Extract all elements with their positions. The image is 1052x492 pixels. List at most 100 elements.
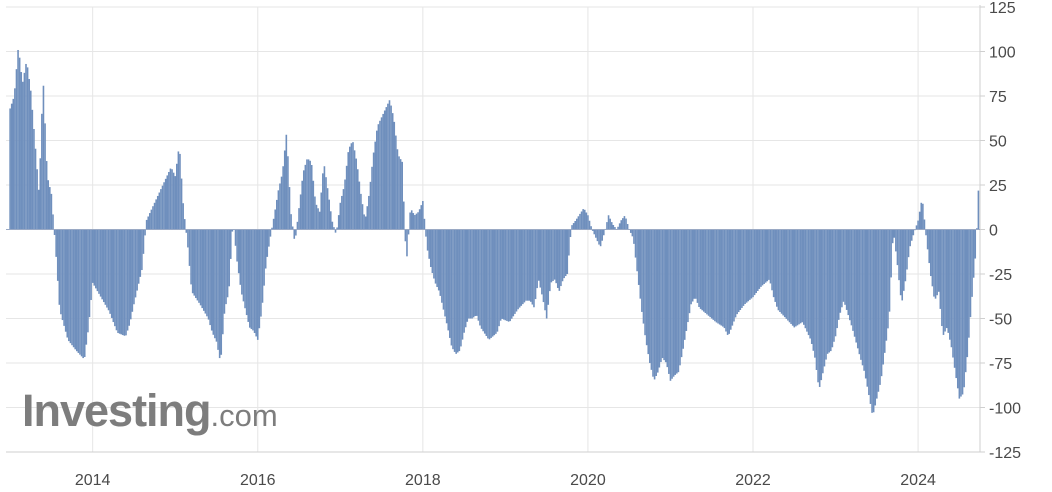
bar <box>668 229 670 374</box>
bar <box>699 229 702 309</box>
bar <box>483 229 486 334</box>
bar <box>596 229 599 242</box>
bar <box>68 229 70 342</box>
bar <box>655 229 657 377</box>
bar <box>472 229 475 318</box>
bar <box>466 229 469 322</box>
bar <box>745 229 748 303</box>
bar <box>568 229 570 256</box>
bar <box>547 229 550 305</box>
bar <box>969 229 972 318</box>
bar <box>342 189 345 230</box>
bar <box>556 229 559 288</box>
bar <box>741 229 743 308</box>
bar <box>436 229 438 288</box>
bar <box>218 229 221 359</box>
bar <box>245 229 248 316</box>
bar <box>471 229 473 319</box>
bar <box>536 229 538 289</box>
bar <box>801 229 804 323</box>
bar <box>393 121 396 230</box>
bar <box>523 229 526 303</box>
bar <box>79 229 81 355</box>
bar <box>341 195 343 230</box>
bar <box>652 229 654 377</box>
bar <box>810 229 813 344</box>
bar <box>763 229 765 284</box>
bar <box>279 183 281 230</box>
bar <box>679 229 681 366</box>
bar <box>658 229 661 368</box>
bar <box>901 229 904 301</box>
bar <box>614 227 616 230</box>
x-tick-label: 2022 <box>735 472 771 489</box>
bar <box>942 229 945 335</box>
x-tick-label: 2024 <box>900 472 936 489</box>
bar <box>379 120 381 230</box>
bar <box>229 229 232 259</box>
bar <box>353 150 356 230</box>
bar <box>626 224 629 230</box>
bar <box>766 229 769 282</box>
bar <box>99 229 102 297</box>
bar <box>77 229 80 353</box>
bar <box>395 135 397 230</box>
bar <box>301 180 303 230</box>
investing-logo-watermark: Investing .com <box>22 388 278 433</box>
bar <box>329 211 332 230</box>
bar <box>725 229 727 332</box>
bar <box>69 229 72 344</box>
bar <box>850 229 853 326</box>
bar <box>474 229 477 317</box>
bar <box>718 229 721 325</box>
bar <box>422 201 424 230</box>
bar <box>12 98 15 230</box>
bar <box>129 229 132 320</box>
bar <box>631 229 634 237</box>
bar <box>966 229 969 358</box>
bar <box>937 229 940 292</box>
bar <box>152 206 154 230</box>
bar <box>877 229 880 392</box>
bar <box>498 229 500 327</box>
bar <box>15 69 18 230</box>
bar <box>109 229 111 314</box>
bar <box>650 229 653 370</box>
bar <box>355 158 357 230</box>
bar <box>174 176 177 230</box>
bar <box>137 229 140 284</box>
bar <box>676 229 678 374</box>
bar <box>29 90 32 230</box>
bar <box>485 229 488 337</box>
bar <box>34 148 37 230</box>
bar <box>555 229 557 284</box>
bar <box>193 229 196 296</box>
bar <box>522 229 524 305</box>
bar <box>122 229 124 336</box>
bar <box>560 229 562 287</box>
bar <box>812 229 815 351</box>
bar <box>493 229 496 336</box>
bar <box>506 229 508 321</box>
bar <box>639 229 642 299</box>
bar <box>171 169 173 230</box>
bar <box>141 229 143 271</box>
bar <box>118 229 121 334</box>
bar <box>45 161 48 230</box>
bar <box>347 152 350 230</box>
bar <box>537 229 540 281</box>
bar <box>283 150 286 230</box>
bar <box>971 229 973 297</box>
bar <box>349 146 351 230</box>
bar <box>376 130 378 230</box>
bar <box>622 218 624 230</box>
y-tick-label: 50 <box>989 134 1007 151</box>
bar <box>380 117 383 230</box>
bar <box>507 229 510 322</box>
bar <box>488 229 491 340</box>
bar <box>63 229 65 326</box>
bar <box>939 229 942 309</box>
bar <box>307 159 310 230</box>
bar <box>964 229 967 373</box>
bar <box>895 229 897 252</box>
